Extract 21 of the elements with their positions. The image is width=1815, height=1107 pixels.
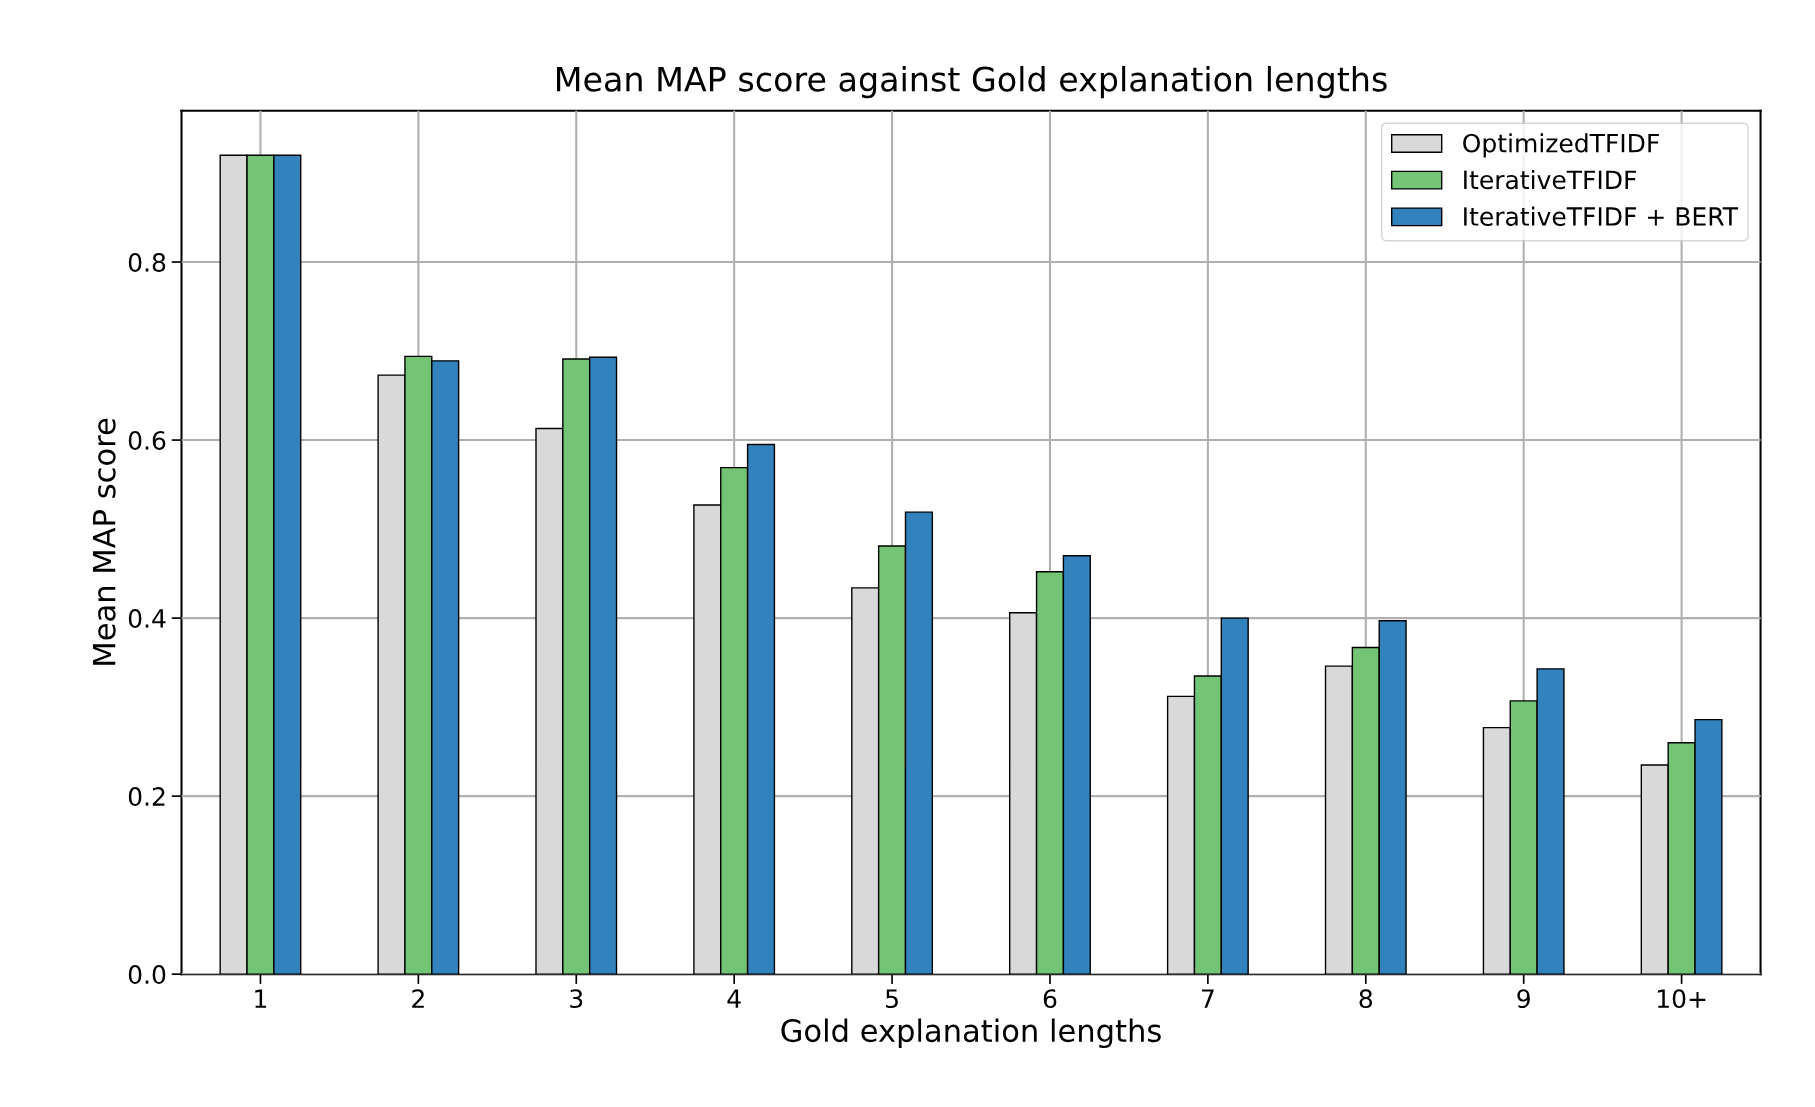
y-tick-label: 0.8 (128, 252, 166, 272)
y-axis-title: Mean MAP score (92, 418, 116, 665)
x-tick-label: 8 (1359, 989, 1373, 1009)
x-tick-label: 2 (412, 989, 424, 1008)
x-tick-label: 7 (1201, 989, 1214, 1008)
x-tick-label: 6 (1043, 989, 1057, 1009)
x-tick-label: 9 (1517, 989, 1530, 1009)
legend-label: IterativeTFIDF + BERT (1464, 206, 1739, 226)
x-tick-label: 10+ (1657, 989, 1706, 1009)
legend-label: IterativeTFIDF (1464, 169, 1636, 190)
x-tick-label: 3 (570, 989, 583, 1009)
x-tick-label: 4 (727, 989, 741, 1008)
y-tick-label: 0.2 (128, 787, 165, 806)
x-axis-title: Gold explanation lengths (781, 1018, 1161, 1049)
chart-title: Mean MAP score against Gold explanation lengths (557, 65, 1387, 99)
x-tick-label: 1 (255, 989, 267, 1008)
y-tick-label: 0.6 (128, 431, 166, 450)
x-tick-label: 5 (886, 989, 898, 1009)
y-tick-label: 0.0 (128, 965, 166, 985)
y-tick-label: 0.4 (128, 609, 166, 628)
legend-label: OptimizedTFIDF (1463, 133, 1659, 158)
